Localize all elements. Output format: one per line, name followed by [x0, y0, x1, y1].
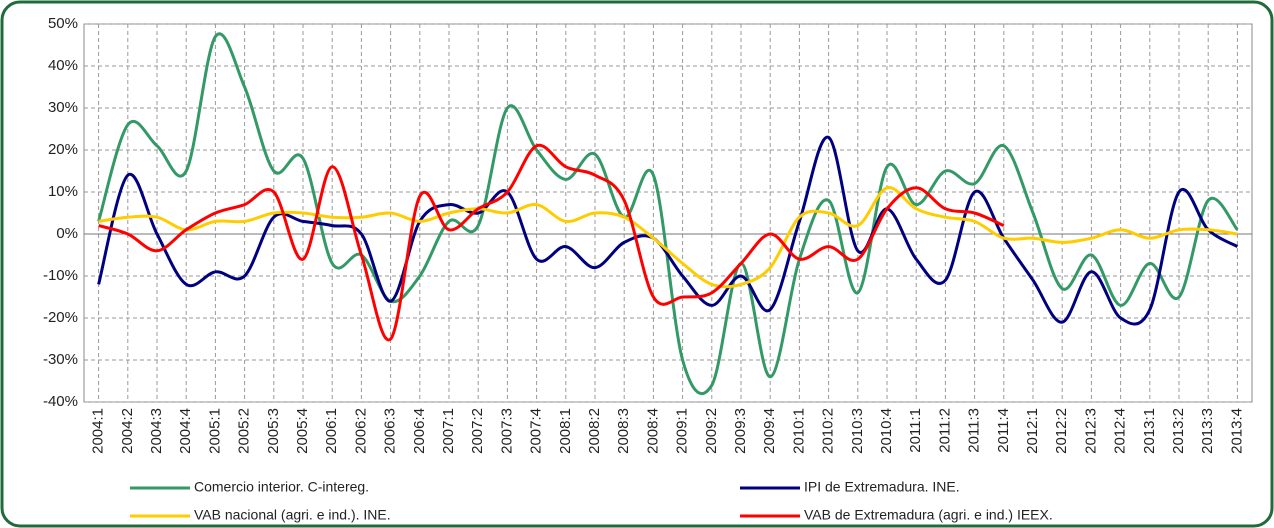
x-tick-label: 2009:2	[703, 408, 720, 454]
x-tick-label: 2007:2	[469, 408, 486, 454]
x-tick-label: 2004:1	[90, 408, 107, 454]
x-tick-label: 2011:2	[936, 408, 953, 453]
y-tick-label: 0%	[56, 225, 78, 242]
x-tick-label: 2004:2	[119, 408, 136, 454]
x-tick-label: 2010:1	[790, 408, 807, 454]
x-tick-label: 2012:1	[1024, 408, 1041, 454]
series-line	[98, 186, 1238, 289]
x-tick-label: 2010:3	[849, 408, 866, 454]
series-line	[97, 32, 1239, 396]
x-tick-label: 2008:2	[586, 408, 603, 454]
y-tick-label: -30%	[43, 351, 78, 368]
x-tick-label: 2006:4	[411, 408, 428, 454]
x-tick-label: 2007:1	[440, 408, 457, 454]
legend-label: Comercio interior. C-intereg.	[194, 479, 369, 495]
x-tick-label: 2004:3	[148, 408, 165, 454]
legend-label: VAB de Extremadura (agri. e ind.) IEEX.	[804, 507, 1053, 523]
x-tick-label: 2011:1	[907, 408, 924, 453]
series-line	[97, 135, 1239, 326]
x-tick-label: 2011:3	[966, 408, 983, 453]
x-tick-label: 2013:4	[1228, 408, 1245, 454]
legend-label: VAB nacional (agri. e ind.). INE.	[194, 507, 391, 523]
x-tick-label: 2008:4	[644, 408, 661, 454]
legend-label: IPI de Extremadura. INE.	[804, 479, 960, 495]
plot-area	[83, 23, 1253, 403]
y-tick-label: -20%	[43, 309, 78, 326]
y-tick-label: 40%	[48, 57, 78, 74]
x-tick-label: 2010:2	[820, 408, 837, 454]
y-tick-label: -10%	[43, 267, 78, 284]
x-tick-label: 2013:3	[1199, 408, 1216, 454]
x-tick-label: 2008:3	[615, 408, 632, 454]
x-tick-label: 2011:4	[995, 408, 1012, 453]
x-tick-label: 2006:1	[323, 408, 340, 454]
x-tick-label: 2012:2	[1053, 408, 1070, 454]
x-tick-label: 2005:1	[206, 408, 223, 454]
y-tick-label: 20%	[48, 141, 78, 158]
x-tick-label: 2005:3	[265, 408, 282, 454]
x-tick-label: 2004:4	[177, 408, 194, 454]
x-tick-label: 2009:3	[732, 408, 749, 454]
x-tick-label: 2009:1	[674, 408, 691, 454]
x-tick-label: 2012:3	[1082, 408, 1099, 454]
x-tick-label: 2008:1	[557, 408, 574, 454]
legend: Comercio interior. C-intereg. IPI de Extr…	[130, 479, 1053, 523]
x-tick-label: 2013:2	[1170, 408, 1187, 454]
x-tick-label: 2009:4	[761, 408, 778, 454]
y-tick-label: 50%	[48, 15, 78, 32]
x-tick-label: 2007:3	[498, 408, 515, 454]
y-tick-label: 10%	[48, 183, 78, 200]
y-tick-label: -40%	[43, 393, 78, 410]
series-line	[98, 143, 1005, 342]
x-tick-label: 2007:4	[528, 408, 545, 454]
x-tick-label: 2006:2	[352, 408, 369, 454]
x-tick-label: 2013:1	[1141, 408, 1158, 454]
x-tick-label: 2012:4	[1112, 408, 1129, 454]
x-tick-label: 2006:3	[382, 408, 399, 454]
y-tick-label: 30%	[48, 99, 78, 116]
x-tick-label: 2005:4	[294, 408, 311, 454]
x-tick-label: 2010:4	[878, 408, 895, 454]
x-tick-label: 2005:2	[236, 408, 253, 454]
